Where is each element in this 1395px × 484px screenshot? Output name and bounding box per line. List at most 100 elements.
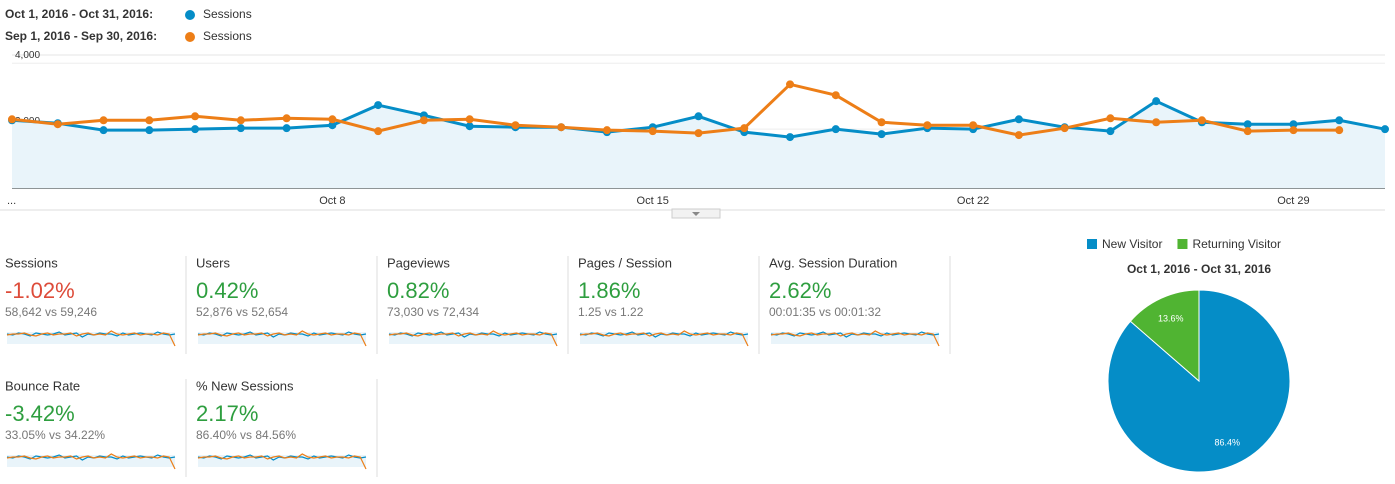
handle-arrow [692,212,700,216]
legend-label: New Visitor [1102,237,1162,251]
metric-compare: 1.25 vs 1.22 [578,305,644,319]
metric-change: -1.02% [5,278,75,303]
metric-name: % New Sessions [196,378,294,393]
data-point [374,101,383,110]
metric-compare: 73,030 vs 72,434 [387,305,479,319]
legend-swatch [1087,239,1097,249]
data-point [236,124,245,133]
series-line [11,82,1340,137]
slice-label: 86.4% [1215,437,1241,447]
data-point [740,124,749,133]
data-point [969,121,978,130]
metric-name: Bounce Rate [5,378,80,393]
data-point [877,118,886,127]
metric-change: 1.86% [578,278,640,303]
area [12,101,1385,189]
data-point [1243,120,1252,129]
legend-dot [185,10,195,20]
data-point [99,126,108,135]
data-point [282,124,291,133]
sparkline [388,330,558,347]
sparkline [6,453,176,470]
metric-name: Pageviews [387,255,450,270]
metric-name: Avg. Session Duration [769,255,897,270]
x-tick-label: Oct 15 [637,195,669,207]
data-point [1152,118,1161,127]
data-point [831,91,840,100]
legend-period: Sep 1, 2016 - Sep 30, 2016: [5,29,157,43]
legend-label: Sessions [203,29,252,43]
data-point [1289,120,1298,129]
pie-title: Oct 1, 2016 - Oct 31, 2016 [1127,262,1271,276]
metric-compare: 52,876 vs 52,654 [196,305,288,319]
sparkline [197,330,367,347]
data-point [1289,126,1298,135]
data-point [1106,127,1115,136]
data-point [145,116,154,125]
data-point [694,112,703,121]
data-point [236,116,245,125]
y-tick-label: 4,000 [15,50,40,61]
data-point [511,121,520,130]
metric-name: Pages / Session [578,255,672,270]
legend-label: Sessions [203,7,252,21]
data-point [1152,97,1161,106]
sparkline [197,453,367,470]
metric-compare: 00:01:35 vs 00:01:32 [769,305,881,319]
legend-dot [185,32,195,42]
data-point [1014,131,1023,140]
data-point [191,112,200,121]
metric-change: -3.42% [5,401,75,426]
data-point [1381,125,1389,134]
data-point [557,123,566,132]
metric-change: 0.42% [196,278,258,303]
x-tick-label: Oct 29 [1277,195,1309,207]
data-point [648,127,657,136]
data-point [694,129,703,138]
data-point [1243,127,1252,136]
data-point [1335,116,1344,125]
data-point [282,114,291,123]
data-point [465,115,474,124]
x-tick-label: Oct 22 [957,195,989,207]
sparkline [770,330,940,347]
data-point [1106,114,1115,123]
sparkline [579,330,749,347]
pie-slice [1129,289,1200,383]
x-tick-label: Oct 8 [319,195,345,207]
metric-compare: 33.05% vs 34.22% [5,428,105,442]
legend-label: Returning Visitor [1192,237,1281,251]
metric-name: Users [196,255,230,270]
data-point [786,80,795,89]
metric-compare: 86.40% vs 84.56% [196,428,296,442]
data-point [1060,124,1069,133]
metric-change: 2.17% [196,401,258,426]
data-point [419,116,428,125]
data-point [1014,115,1023,124]
metric-compare: 58,642 vs 59,246 [5,305,97,319]
data-point [1197,116,1206,125]
x-tick-label: ... [7,195,16,207]
data-point [786,133,795,142]
data-point [328,121,337,130]
sparkline [6,330,176,347]
data-point [831,125,840,134]
metric-name: Sessions [5,255,58,270]
data-point [465,122,474,131]
data-point [191,125,200,134]
data-point [99,116,108,125]
legend-period: Oct 1, 2016 - Oct 31, 2016: [5,7,153,21]
slice-label: 13.6% [1158,313,1184,323]
data-point [602,126,611,135]
metric-change: 2.62% [769,278,831,303]
metric-change: 0.82% [387,278,449,303]
data-point [328,115,337,124]
data-point [1335,126,1344,135]
data-point [877,130,886,139]
data-point [374,127,383,136]
data-point [8,115,16,124]
legend-swatch [1177,239,1188,249]
data-point [923,121,932,130]
data-point [53,120,62,129]
